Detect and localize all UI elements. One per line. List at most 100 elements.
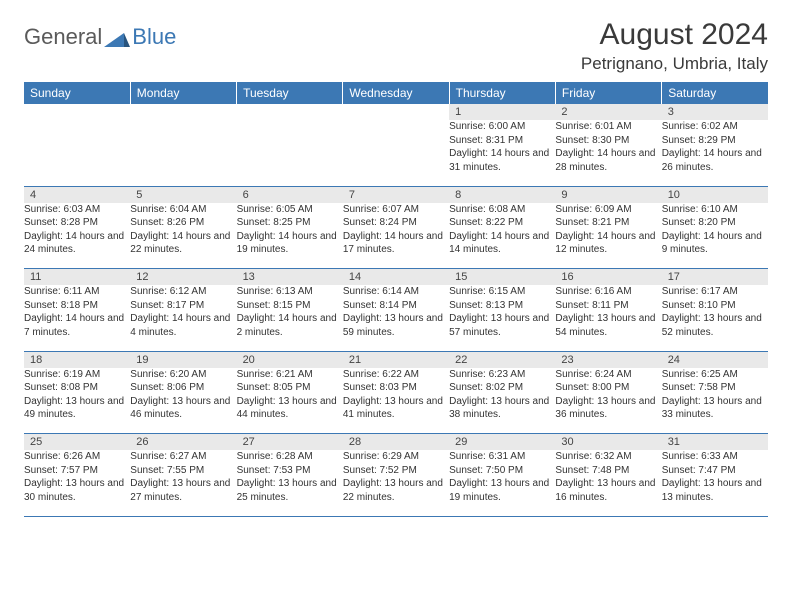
day-number-cell: 12 xyxy=(130,269,236,286)
daylight-line: Daylight: 14 hours and 28 minutes. xyxy=(555,147,661,174)
daylight-line: Daylight: 13 hours and 19 minutes. xyxy=(449,477,555,504)
daylight-line: Daylight: 14 hours and 22 minutes. xyxy=(130,230,236,257)
day-data-cell: Sunrise: 6:31 AMSunset: 7:50 PMDaylight:… xyxy=(449,450,555,516)
day-number-cell: 7 xyxy=(343,186,449,203)
sunrise-line: Sunrise: 6:04 AM xyxy=(130,203,236,217)
daydata-row: Sunrise: 6:26 AMSunset: 7:57 PMDaylight:… xyxy=(24,450,768,516)
sunrise-line: Sunrise: 6:31 AM xyxy=(449,450,555,464)
sunrise-line: Sunrise: 6:00 AM xyxy=(449,120,555,134)
weekday-header: Monday xyxy=(130,82,236,104)
sunrise-line: Sunrise: 6:32 AM xyxy=(555,450,661,464)
day-data-cell: Sunrise: 6:25 AMSunset: 7:58 PMDaylight:… xyxy=(662,368,768,434)
day-number-cell: 4 xyxy=(24,186,130,203)
daydata-row: Sunrise: 6:11 AMSunset: 8:18 PM Daylight:… xyxy=(24,285,768,351)
daynum-row: 25262728293031 xyxy=(24,434,768,451)
day-data-cell: Sunrise: 6:24 AMSunset: 8:00 PMDaylight:… xyxy=(555,368,661,434)
day-data-cell: Sunrise: 6:01 AMSunset: 8:30 PMDaylight:… xyxy=(555,120,661,186)
daylight-line: Daylight: 14 hours and 26 minutes. xyxy=(662,147,768,174)
daynum-row: 18192021222324 xyxy=(24,351,768,368)
sunrise-line: Sunrise: 6:09 AM xyxy=(555,203,661,217)
sunset-line: Sunset: 8:30 PM xyxy=(555,134,661,148)
sunrise-line: Sunrise: 6:24 AM xyxy=(555,368,661,382)
day-data-cell: Sunrise: 6:04 AMSunset: 8:26 PMDaylight:… xyxy=(130,203,236,269)
day-number-cell: 5 xyxy=(130,186,236,203)
weekday-header: Wednesday xyxy=(343,82,449,104)
daylight-line: Daylight: 13 hours and 13 minutes. xyxy=(662,477,768,504)
daynum-row: 45678910 xyxy=(24,186,768,203)
weekday-header-row: SundayMondayTuesdayWednesdayThursdayFrid… xyxy=(24,82,768,104)
daylight-line: Daylight: 13 hours and 36 minutes. xyxy=(555,395,661,422)
weekday-header: Tuesday xyxy=(237,82,343,104)
sunrise-line: Sunrise: 6:19 AM xyxy=(24,368,130,382)
weekday-header: Saturday xyxy=(662,82,768,104)
daylight-line: Daylight: 13 hours and 52 minutes. xyxy=(662,312,768,339)
day-number-cell: 23 xyxy=(555,351,661,368)
sunrise-line: Sunrise: 6:11 AM xyxy=(24,285,130,299)
day-number-cell: 26 xyxy=(130,434,236,451)
daynum-row: 123 xyxy=(24,104,768,120)
sunset-line: Sunset: 7:57 PM xyxy=(24,464,130,478)
sunset-line: Sunset: 8:22 PM xyxy=(449,216,555,230)
day-data-cell: Sunrise: 6:09 AMSunset: 8:21 PMDaylight:… xyxy=(555,203,661,269)
day-number-cell: 17 xyxy=(662,269,768,286)
sunset-line: Sunset: 7:58 PM xyxy=(662,381,768,395)
daylight-line: Daylight: 14 hours and 2 minutes. xyxy=(237,312,343,339)
sunset-line: Sunset: 8:00 PM xyxy=(555,381,661,395)
daydata-row: Sunrise: 6:03 AMSunset: 8:28 PMDaylight:… xyxy=(24,203,768,269)
day-data-cell: Sunrise: 6:32 AMSunset: 7:48 PMDaylight:… xyxy=(555,450,661,516)
day-number-cell: 13 xyxy=(237,269,343,286)
sunset-line: Sunset: 8:11 PM xyxy=(555,299,661,313)
sunset-line: Sunset: 8:21 PM xyxy=(555,216,661,230)
daylight-line: Daylight: 13 hours and 44 minutes. xyxy=(237,395,343,422)
day-data-cell: Sunrise: 6:28 AMSunset: 7:53 PMDaylight:… xyxy=(237,450,343,516)
brand-general: General xyxy=(24,24,102,50)
sunset-line: Sunset: 8:17 PM xyxy=(130,299,236,313)
sunset-line: Sunset: 7:50 PM xyxy=(449,464,555,478)
daylight-line: Daylight: 14 hours and 14 minutes. xyxy=(449,230,555,257)
daylight-line: Daylight: 13 hours and 27 minutes. xyxy=(130,477,236,504)
sunrise-line: Sunrise: 6:27 AM xyxy=(130,450,236,464)
sunset-line: Sunset: 8:14 PM xyxy=(343,299,449,313)
day-data-cell: Sunrise: 6:11 AMSunset: 8:18 PMDaylight:… xyxy=(24,285,130,351)
sunset-line: Sunset: 7:47 PM xyxy=(662,464,768,478)
day-data-cell xyxy=(237,120,343,186)
day-data-cell: Sunrise: 6:27 AMSunset: 7:55 PMDaylight:… xyxy=(130,450,236,516)
day-data-cell: Sunrise: 6:16 AMSunset: 8:11 PMDaylight:… xyxy=(555,285,661,351)
day-data-cell: Sunrise: 6:02 AMSunset: 8:29 PMDaylight:… xyxy=(662,120,768,186)
daylight-line: Daylight: 13 hours and 49 minutes. xyxy=(24,395,130,422)
day-number-cell: 14 xyxy=(343,269,449,286)
daylight-line: Daylight: 13 hours and 59 minutes. xyxy=(343,312,449,339)
day-number-cell: 19 xyxy=(130,351,236,368)
day-number-cell: 2 xyxy=(555,104,661,120)
day-number-cell xyxy=(237,104,343,120)
daylight-line: Daylight: 14 hours and 12 minutes. xyxy=(555,230,661,257)
sunset-line: Sunset: 8:03 PM xyxy=(343,381,449,395)
brand-blue: Blue xyxy=(132,24,176,50)
day-data-cell: Sunrise: 6:26 AMSunset: 7:57 PMDaylight:… xyxy=(24,450,130,516)
sunrise-line: Sunrise: 6:25 AM xyxy=(662,368,768,382)
day-number-cell xyxy=(343,104,449,120)
daylight-line: Daylight: 13 hours and 33 minutes. xyxy=(662,395,768,422)
day-number-cell: 8 xyxy=(449,186,555,203)
weekday-header: Friday xyxy=(555,82,661,104)
daylight-line: Daylight: 13 hours and 57 minutes. xyxy=(449,312,555,339)
day-number-cell: 31 xyxy=(662,434,768,451)
day-number-cell: 3 xyxy=(662,104,768,120)
daylight-line: Daylight: 14 hours and 31 minutes. xyxy=(449,147,555,174)
day-data-cell: Sunrise: 6:29 AMSunset: 7:52 PMDaylight:… xyxy=(343,450,449,516)
header: General Blue August 2024 Petrignano, Umb… xyxy=(24,18,768,74)
day-data-cell: Sunrise: 6:17 AMSunset: 8:10 PMDaylight:… xyxy=(662,285,768,351)
daylight-line: Daylight: 14 hours and 17 minutes. xyxy=(343,230,449,257)
sunrise-line: Sunrise: 6:15 AM xyxy=(449,285,555,299)
sunrise-line: Sunrise: 6:33 AM xyxy=(662,450,768,464)
sunset-line: Sunset: 8:20 PM xyxy=(662,216,768,230)
day-data-cell: Sunrise: 6:07 AMSunset: 8:24 PMDaylight:… xyxy=(343,203,449,269)
day-number-cell: 1 xyxy=(449,104,555,120)
sunset-line: Sunset: 8:18 PM xyxy=(24,299,130,313)
day-number-cell xyxy=(24,104,130,120)
day-data-cell: Sunrise: 6:00 AMSunset: 8:31 PMDaylight:… xyxy=(449,120,555,186)
sunrise-line: Sunrise: 6:26 AM xyxy=(24,450,130,464)
day-data-cell: Sunrise: 6:14 AMSunset: 8:14 PMDaylight:… xyxy=(343,285,449,351)
sunrise-line: Sunrise: 6:22 AM xyxy=(343,368,449,382)
day-data-cell: Sunrise: 6:21 AMSunset: 8:05 PMDaylight:… xyxy=(237,368,343,434)
